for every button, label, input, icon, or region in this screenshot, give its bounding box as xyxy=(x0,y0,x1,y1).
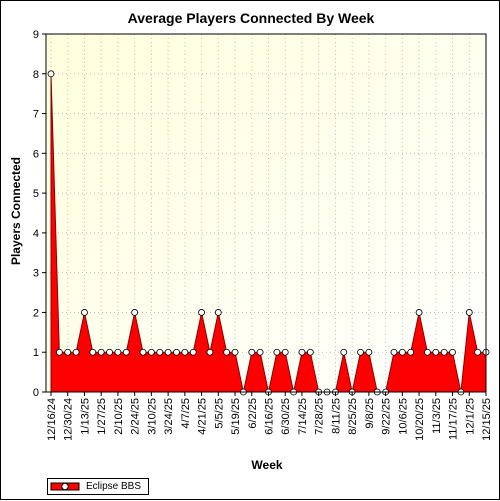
data-point xyxy=(173,348,180,356)
data-point xyxy=(465,309,473,316)
x-tick-label: 12/15/25 xyxy=(481,398,493,441)
data-point xyxy=(365,348,373,356)
x-tick-label: 1/27/25 xyxy=(96,398,108,435)
x-axis-title: Week xyxy=(251,458,283,472)
y-tick-label: 3 xyxy=(33,268,39,280)
data-point xyxy=(131,309,139,316)
data-point xyxy=(256,348,264,356)
y-tick-label: 0 xyxy=(33,387,39,399)
x-tick-label: 4/7/25 xyxy=(180,398,192,429)
data-point xyxy=(298,348,306,356)
data-point xyxy=(122,348,130,356)
data-point xyxy=(306,348,314,356)
legend-label-eclipse-bbs: Eclipse BBS xyxy=(86,481,142,492)
y-tick-label: 4 xyxy=(33,228,39,240)
data-point xyxy=(474,348,482,356)
data-point xyxy=(449,348,456,356)
data-point xyxy=(156,348,164,356)
y-axis-title: Players Connected xyxy=(9,156,23,266)
legend: Eclipse BBS xyxy=(47,478,149,495)
data-point xyxy=(114,348,122,356)
y-tick-label: 7 xyxy=(33,109,39,121)
x-tick-label: 10/6/25 xyxy=(397,398,409,435)
y-tick-label: 1 xyxy=(33,347,39,359)
data-point xyxy=(89,348,97,356)
data-point xyxy=(55,348,63,356)
data-point xyxy=(147,348,155,356)
data-point xyxy=(189,348,197,356)
x-tick-label: 8/11/25 xyxy=(330,398,342,434)
data-point xyxy=(47,70,55,78)
x-tick-label: 6/16/25 xyxy=(264,398,276,435)
x-tick-label: 11/17/25 xyxy=(448,398,460,440)
data-point xyxy=(72,348,80,356)
y-tick-label: 8 xyxy=(33,69,39,81)
plot-background xyxy=(46,34,486,392)
data-point xyxy=(206,348,214,356)
x-tick-label: 12/1/25 xyxy=(464,398,476,435)
data-point xyxy=(440,348,448,356)
chart-title: Average Players Connected By Week xyxy=(127,10,375,26)
data-point xyxy=(357,348,364,356)
data-point xyxy=(340,348,348,356)
data-point xyxy=(231,348,239,356)
data-point xyxy=(432,348,440,356)
x-tick-label: 9/22/25 xyxy=(381,398,393,435)
data-point xyxy=(139,348,147,356)
x-tick-label: 3/24/25 xyxy=(163,398,175,435)
data-point xyxy=(398,348,406,356)
x-tick-label: 5/19/25 xyxy=(230,398,242,435)
data-point xyxy=(106,348,113,356)
data-point xyxy=(81,309,88,316)
legend-swatch xyxy=(50,482,80,491)
y-tick-label: 5 xyxy=(33,188,39,200)
x-tick-label: 8/25/25 xyxy=(347,398,359,435)
data-point xyxy=(198,309,205,316)
data-point xyxy=(248,348,256,356)
x-tick-label: 6/30/25 xyxy=(280,398,292,435)
x-tick-label: 6/2/25 xyxy=(247,398,259,429)
data-point xyxy=(214,309,222,316)
x-tick-label: 7/28/25 xyxy=(314,398,326,435)
data-point xyxy=(181,348,189,356)
x-tick-label: 10/20/25 xyxy=(414,398,426,441)
y-tick-label: 6 xyxy=(33,148,39,160)
data-point xyxy=(415,309,423,316)
x-tick-label: 9/8/25 xyxy=(364,398,376,429)
data-point xyxy=(390,348,398,356)
data-point xyxy=(273,348,281,356)
data-point xyxy=(97,348,105,356)
x-tick-label: 7/14/25 xyxy=(297,398,309,435)
data-point xyxy=(164,348,172,356)
data-point xyxy=(64,348,72,356)
y-tick-label: 9 xyxy=(33,29,39,41)
x-tick-label: 4/21/25 xyxy=(197,398,209,435)
x-tick-label: 12/30/24 xyxy=(63,398,75,441)
x-tick-label: 3/10/25 xyxy=(146,398,158,435)
data-point xyxy=(281,348,289,356)
x-tick-label: 11/3/25 xyxy=(431,398,443,434)
x-tick-label: 2/10/25 xyxy=(113,398,125,435)
x-tick-label: 1/13/25 xyxy=(79,398,91,435)
x-tick-label: 2/24/25 xyxy=(130,398,142,435)
data-point xyxy=(424,348,431,356)
plot-border xyxy=(45,33,487,393)
data-point xyxy=(223,348,231,356)
x-tick-label: 12/16/24 xyxy=(46,398,58,441)
data-point xyxy=(407,348,415,356)
x-tick-label: 5/5/25 xyxy=(213,398,225,429)
y-tick-label: 2 xyxy=(33,307,39,319)
